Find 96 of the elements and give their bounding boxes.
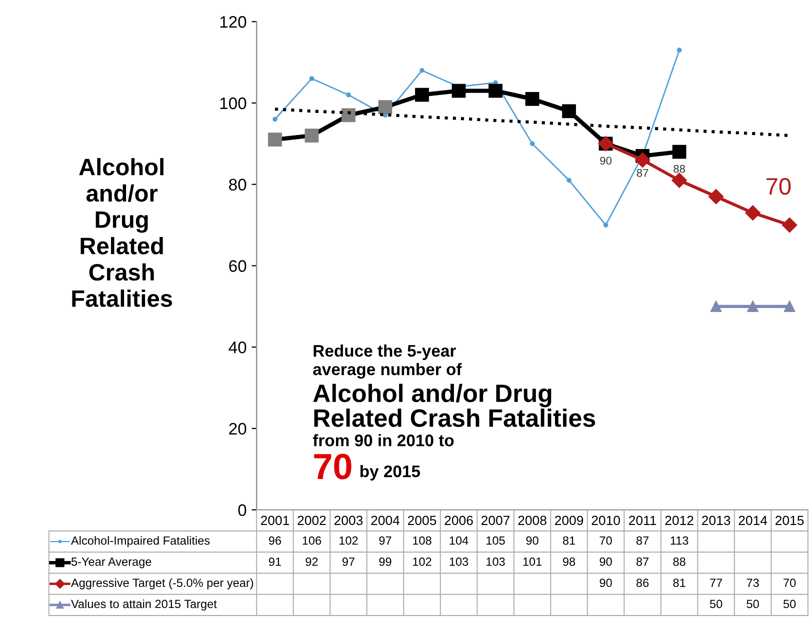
point xyxy=(415,88,429,102)
point xyxy=(634,152,650,168)
x-tick-label: 2009 xyxy=(555,516,584,526)
annotation: Reduce the 5-year xyxy=(314,344,456,360)
point xyxy=(525,92,540,106)
x-tick-label: 2013 xyxy=(702,516,730,526)
point xyxy=(566,178,572,183)
x-tick-label: 2007 xyxy=(482,516,510,526)
x-tick-label: 2004 xyxy=(371,516,400,526)
data-label: 70 xyxy=(784,578,796,587)
y-tick-label: 0 xyxy=(238,504,246,516)
point xyxy=(710,300,722,312)
point xyxy=(676,48,682,53)
data-label: 92 xyxy=(306,558,318,566)
data-label: 108 xyxy=(413,536,432,545)
annotation: Related Crash Fatalities xyxy=(314,408,596,427)
point xyxy=(672,144,686,159)
point xyxy=(346,92,351,98)
x-tick-label: 2002 xyxy=(298,516,326,526)
data-label: 96 xyxy=(268,536,282,545)
point xyxy=(782,217,798,233)
point xyxy=(420,68,424,73)
y-tick-label: 120 xyxy=(220,16,246,28)
annotation: 90 xyxy=(600,156,612,165)
data-label: 105 xyxy=(486,536,505,545)
data-label: 99 xyxy=(379,558,392,566)
annotation: 88 xyxy=(674,164,685,173)
data-label: 90 xyxy=(600,558,612,566)
point xyxy=(530,141,535,146)
data-label: 98 xyxy=(563,558,576,566)
x-tick-label: 2015 xyxy=(776,516,804,526)
data-label: 50 xyxy=(710,600,722,608)
point xyxy=(562,104,576,118)
data-label: 90 xyxy=(526,536,538,545)
data-label: 88 xyxy=(673,558,686,566)
data-label: 103 xyxy=(450,558,468,566)
data-label: 86 xyxy=(636,578,649,587)
annotation: 70 by 2015 xyxy=(314,454,420,481)
point xyxy=(342,108,356,122)
data-label: 91 xyxy=(268,558,281,566)
data-label: 106 xyxy=(302,536,322,545)
point xyxy=(488,84,502,98)
data-label: 102 xyxy=(413,558,432,566)
annotation: 70 xyxy=(766,178,791,195)
point xyxy=(603,222,608,228)
point xyxy=(745,205,760,220)
x-tick-label: 2010 xyxy=(592,516,620,526)
y-tick-label: 20 xyxy=(229,422,246,435)
point xyxy=(268,132,282,147)
y-tick-label: 100 xyxy=(220,97,246,110)
data-label: 103 xyxy=(486,558,505,566)
point xyxy=(672,172,687,188)
text: Alcohol and/or Drug Related Crash Fatalities xyxy=(72,158,172,307)
x-tick-label: 2001 xyxy=(260,516,290,526)
legend-label: 5-Year Average xyxy=(71,558,152,568)
legend-label: Values to attain 2015 Target xyxy=(71,599,217,610)
data-label: 101 xyxy=(523,558,542,566)
data-label: 77 xyxy=(710,578,722,587)
x-tick-label: 2008 xyxy=(518,516,546,526)
x-tick-label: 2011 xyxy=(629,516,656,526)
data-label: 50 xyxy=(783,600,796,608)
annotation: Alcohol and/or Drug xyxy=(313,384,552,408)
annotation: 87 xyxy=(636,168,648,177)
annotation: from 90 in 2010 to xyxy=(312,434,454,446)
point xyxy=(708,189,724,204)
x-tick-label: 2006 xyxy=(444,516,473,526)
data-label: 97 xyxy=(379,536,392,545)
x-tick-label: 2003 xyxy=(334,516,363,526)
data-label: 90 xyxy=(600,578,612,587)
data-label: 87 xyxy=(636,536,649,545)
x-tick-label: 2014 xyxy=(738,516,768,526)
data-label: 81 xyxy=(562,536,576,545)
point xyxy=(784,300,796,312)
point xyxy=(272,116,278,122)
x-tick-label: 2012 xyxy=(665,516,694,526)
point xyxy=(747,300,758,312)
point xyxy=(452,84,466,98)
data-label: 97 xyxy=(342,558,354,566)
data-label: 81 xyxy=(673,578,686,587)
point xyxy=(304,128,319,142)
legend-label: Alcohol-Impaired Fatalities xyxy=(70,536,210,548)
y-tick-label: 80 xyxy=(229,178,246,191)
data-label: 50 xyxy=(746,600,759,608)
data-label: 104 xyxy=(450,536,468,545)
legend-label: Aggressive Target (-5.0% per year) xyxy=(70,578,254,590)
point xyxy=(309,76,314,82)
annotation: average number of xyxy=(313,362,462,379)
data-label: 113 xyxy=(670,536,688,545)
x-tick-label: 2005 xyxy=(408,516,436,526)
data-label: 73 xyxy=(746,578,759,587)
data-label: 87 xyxy=(636,558,649,566)
y-tick-label: 40 xyxy=(228,342,246,354)
data-label: 70 xyxy=(600,536,612,545)
y-tick-label: 60 xyxy=(229,260,246,272)
point xyxy=(378,100,392,114)
data-label: 102 xyxy=(340,536,358,545)
